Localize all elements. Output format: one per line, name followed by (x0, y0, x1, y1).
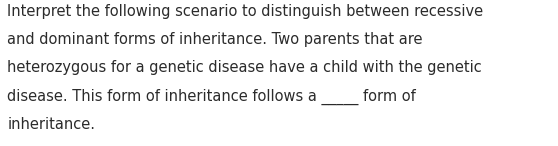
Text: heterozygous for a genetic disease have a child with the genetic: heterozygous for a genetic disease have … (7, 60, 482, 75)
Text: and dominant forms of inheritance. Two parents that are: and dominant forms of inheritance. Two p… (7, 32, 423, 47)
Text: Interpret the following scenario to distinguish between recessive: Interpret the following scenario to dist… (7, 4, 483, 19)
Text: disease. This form of inheritance follows a _____ form of: disease. This form of inheritance follow… (7, 88, 416, 105)
Text: inheritance.: inheritance. (7, 117, 95, 132)
